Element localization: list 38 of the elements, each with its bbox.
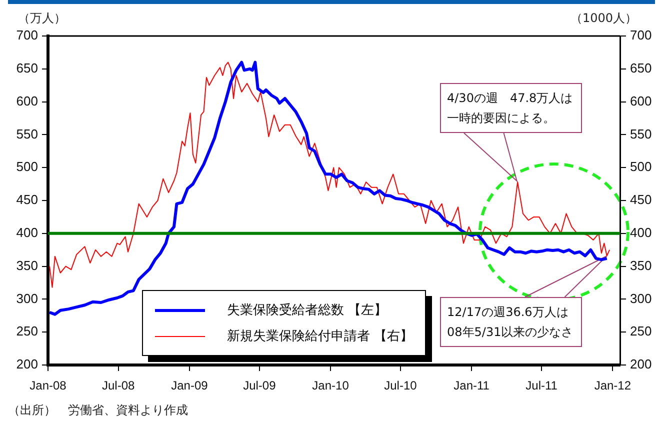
y-tick-label: 250 <box>16 324 38 339</box>
annotation: 12/17の週36.6万人は08年5/31以来の少なさ <box>440 297 582 347</box>
x-tick-label: Jul-08 <box>102 378 136 393</box>
y-tick-label: 350 <box>16 258 38 273</box>
x-tick-label: Jan-10 <box>312 378 350 393</box>
y-tick-label: 700 <box>16 28 38 43</box>
x-tick-label: Jan-12 <box>594 378 632 393</box>
legend-label: 新規失業保険給付申請者 【右】 <box>227 328 414 345</box>
y2-tick-label: 350 <box>630 258 652 273</box>
x-tick-label: Jan-08 <box>30 378 67 393</box>
y2-axis-title: （1000人） <box>570 10 637 27</box>
y-tick-label: 650 <box>16 60 38 76</box>
x-tick-label: Jul-11 <box>526 378 558 393</box>
y-tick-label: 600 <box>16 93 38 108</box>
x-tick-label: Jan-09 <box>171 378 208 393</box>
legend-label: 失業保険受給者総数 【左】 <box>227 302 388 319</box>
x-tick-label: Jul-09 <box>243 378 276 393</box>
y-tick-label: 450 <box>16 192 38 208</box>
y2-tick-label: 600 <box>630 93 652 108</box>
y-tick-label: 500 <box>16 159 38 174</box>
y2-tick-label: 650 <box>630 60 652 76</box>
y2-tick-label: 550 <box>630 126 652 142</box>
y2-tick-label: 500 <box>630 159 652 174</box>
annotation: 4/30の週 47.8万人は一時的要因による。 <box>440 83 582 133</box>
y-tick-label: 400 <box>16 224 38 240</box>
y-axis-title: （万人） <box>18 10 66 27</box>
y2-tick-label: 450 <box>630 192 652 208</box>
y2-tick-label: 300 <box>630 290 652 306</box>
x-tick-label: Jul-10 <box>384 378 418 393</box>
x-tick-label: Jan-11 <box>454 378 490 393</box>
y2-tick-label: 200 <box>630 356 652 372</box>
y2-tick-label: 400 <box>630 224 652 240</box>
y-tick-label: 300 <box>16 290 38 306</box>
y-tick-label: 550 <box>16 126 38 142</box>
y2-tick-label: 700 <box>630 28 652 43</box>
text: （出所） 労働省、資料より作成 <box>8 402 188 419</box>
y2-tick-label: 250 <box>630 324 652 339</box>
y-tick-label: 200 <box>16 356 38 372</box>
